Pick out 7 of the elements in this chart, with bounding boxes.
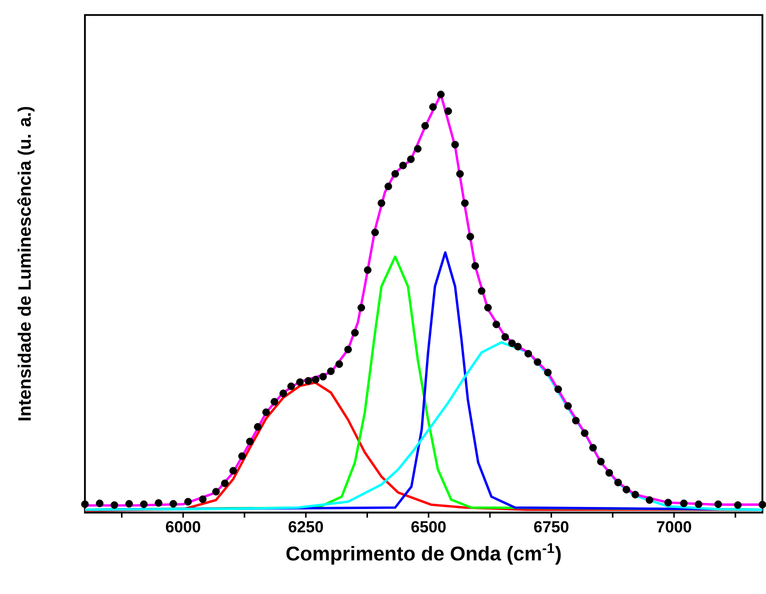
x-tick-label: 6500	[411, 521, 446, 533]
x-tick-label: 6750	[534, 521, 568, 533]
x-axis-title: Comprimento de Onda (cm$^{-1}$)	[286, 544, 561, 565]
x-tick-label: 6250	[288, 521, 323, 533]
y-axis-title: Intensidade de Luminescência (u. a.)	[17, 107, 34, 421]
x-tick-label: 7000	[656, 521, 692, 533]
x-tick-label: 6000	[166, 521, 200, 533]
